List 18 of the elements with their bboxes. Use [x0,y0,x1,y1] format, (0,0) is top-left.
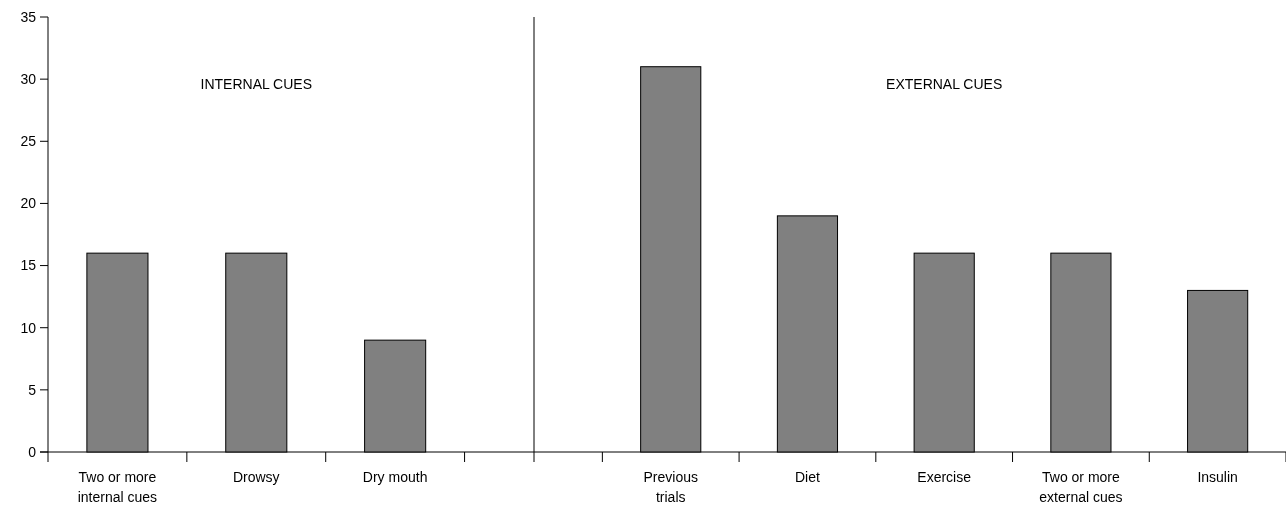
x-tick-label: Dry mouth [362,469,428,485]
x-tick-label: Drowsy [232,469,280,485]
y-tick-label: 0 [28,443,37,460]
annotation: EXTERNAL CUES [886,76,1003,92]
x-tick-label: Insulin [1197,469,1238,485]
x-tick-label: Previous trials [643,469,698,505]
x-tick-label: Two or more internal cues [77,469,158,505]
x-tick-label: Diet [795,469,821,485]
y-tick-label: 35 [20,8,37,25]
annotation: INTERNAL CUES [200,76,313,92]
y-tick-label: 30 [20,71,37,88]
x-tick-label: Exercise [917,469,972,485]
y-tick-label: 10 [20,319,37,336]
y-tick-label: 15 [20,257,37,274]
x-tick-label: Two or more external cues [1039,469,1123,505]
y-tick-label: 20 [20,195,37,212]
y-tick-label: 5 [28,381,37,398]
y-tick-label: 25 [20,133,37,150]
